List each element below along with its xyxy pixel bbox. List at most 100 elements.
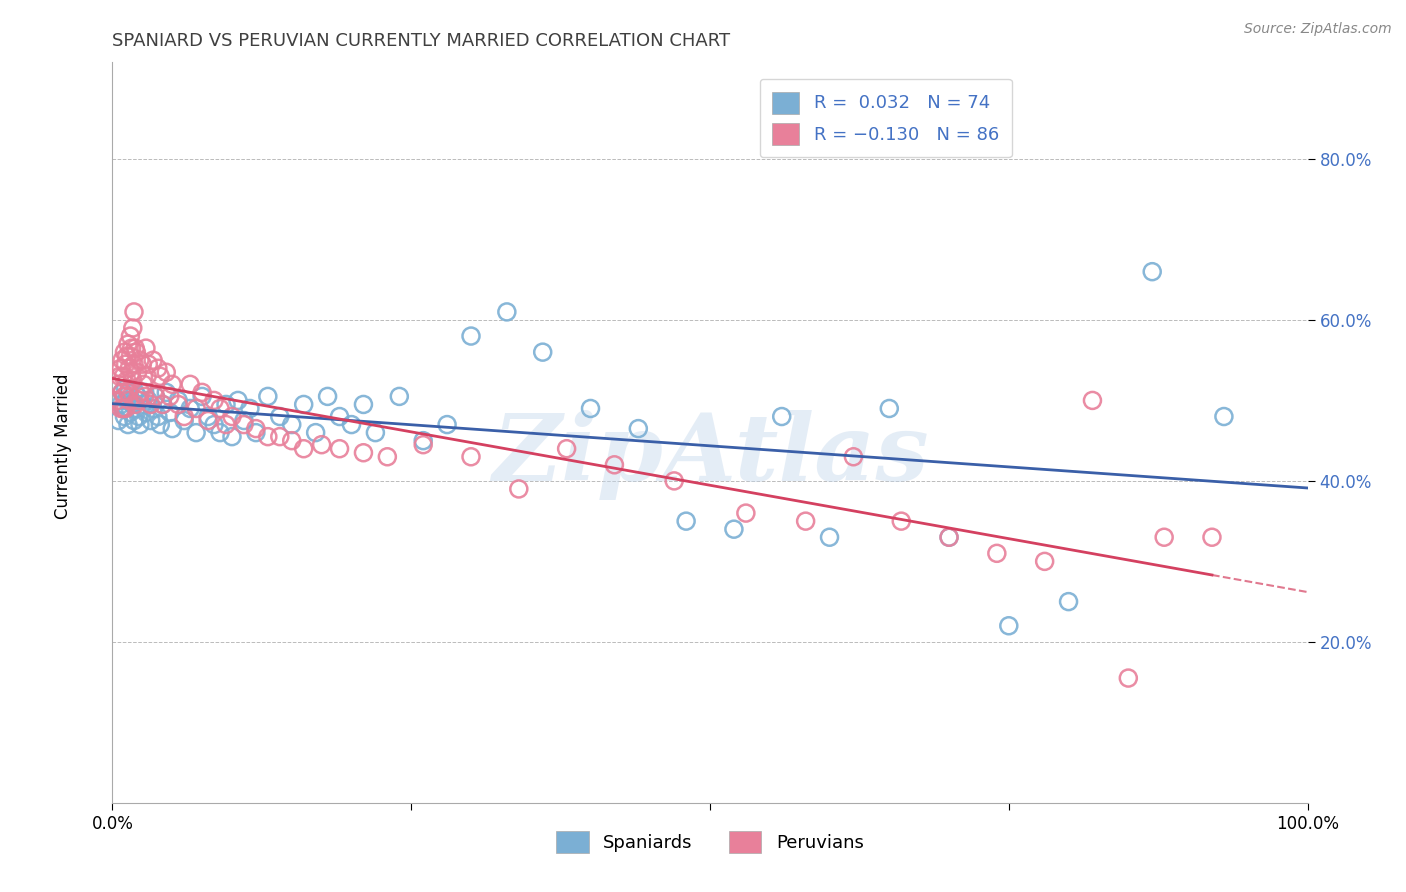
Point [377, 450, 399, 464]
Point [114, 381, 136, 395]
Legend: Spaniards, Peruvians: Spaniards, Peruvians [550, 824, 870, 861]
Point [311, 438, 333, 452]
Point [388, 389, 411, 403]
Point [124, 341, 146, 355]
Point [215, 397, 238, 411]
Point [292, 442, 315, 456]
Text: Currently Married: Currently Married [55, 373, 72, 519]
Point [281, 434, 304, 448]
Point [146, 409, 169, 424]
Point [186, 425, 208, 440]
Point [121, 341, 143, 355]
Point [664, 474, 686, 488]
Point [209, 425, 232, 440]
Point [131, 397, 153, 411]
Point [257, 430, 280, 444]
Point [149, 417, 172, 432]
Point [173, 413, 195, 427]
Point [1213, 409, 1236, 424]
Point [111, 385, 134, 400]
Point [107, 413, 129, 427]
Point [412, 438, 434, 452]
Point [998, 619, 1021, 633]
Point [139, 413, 162, 427]
Point [114, 345, 135, 359]
Point [197, 413, 219, 427]
Point [121, 373, 143, 387]
Point [436, 417, 458, 432]
Point [245, 425, 267, 440]
Point [159, 405, 181, 419]
Point [114, 389, 135, 403]
Point [134, 389, 156, 403]
Point [167, 393, 190, 408]
Point [155, 365, 177, 379]
Point [122, 357, 145, 371]
Point [496, 305, 519, 319]
Point [152, 397, 174, 411]
Point [114, 389, 135, 403]
Point [112, 401, 135, 416]
Point [118, 361, 141, 376]
Point [1118, 671, 1140, 685]
Point [1057, 594, 1080, 608]
Point [209, 401, 232, 416]
Point [117, 417, 139, 432]
Text: SPANIARD VS PERUVIAN CURRENTLY MARRIED CORRELATION CHART: SPANIARD VS PERUVIAN CURRENTLY MARRIED C… [112, 32, 731, 50]
Point [117, 385, 139, 400]
Point [239, 401, 262, 416]
Point [115, 373, 138, 387]
Point [1033, 554, 1056, 568]
Point [146, 361, 169, 376]
Point [226, 393, 249, 408]
Point [110, 401, 132, 416]
Point [159, 389, 181, 403]
Text: Source: ZipAtlas.com: Source: ZipAtlas.com [1244, 22, 1392, 37]
Point [221, 430, 243, 444]
Point [129, 353, 152, 368]
Point [197, 409, 219, 424]
Point [316, 389, 339, 403]
Point [121, 393, 143, 408]
Point [121, 365, 143, 379]
Point [460, 450, 482, 464]
Point [136, 369, 159, 384]
Point [131, 357, 153, 371]
Point [818, 530, 841, 544]
Point [794, 514, 817, 528]
Point [1081, 393, 1104, 408]
Point [179, 377, 201, 392]
Point [105, 393, 128, 408]
Point [121, 321, 143, 335]
Point [627, 421, 650, 435]
Point [139, 397, 162, 411]
Point [173, 409, 195, 424]
Point [167, 397, 190, 411]
Point [412, 434, 434, 448]
Point [162, 377, 183, 392]
Point [257, 389, 280, 403]
Point [269, 430, 291, 444]
Point [352, 397, 374, 411]
Point [114, 401, 136, 416]
Point [110, 361, 132, 376]
Point [114, 357, 136, 371]
Point [129, 385, 152, 400]
Point [1142, 265, 1164, 279]
Point [531, 345, 554, 359]
Point [162, 421, 183, 435]
Point [110, 397, 132, 411]
Point [508, 482, 530, 496]
Point [555, 442, 578, 456]
Point [879, 401, 901, 416]
Point [128, 409, 150, 424]
Point [124, 397, 146, 411]
Point [115, 393, 138, 408]
Point [770, 409, 793, 424]
Point [112, 401, 135, 416]
Point [125, 345, 148, 359]
Point [233, 417, 256, 432]
Point [352, 446, 374, 460]
Point [120, 349, 142, 363]
Point [134, 385, 156, 400]
